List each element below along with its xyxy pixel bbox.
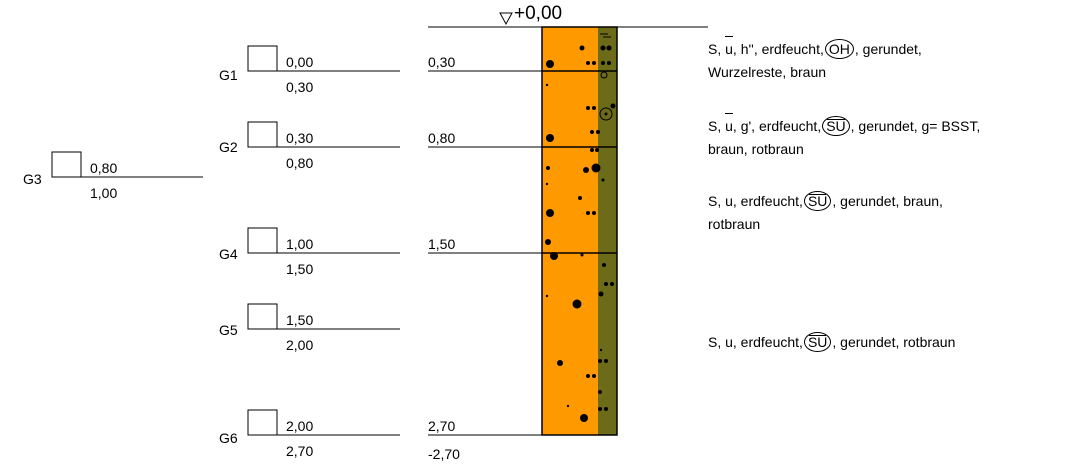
- sample-id: G3: [23, 171, 42, 187]
- layer-description-line: Wurzelreste, braun: [708, 61, 922, 84]
- sample-g6: G6 2,00 2,70: [219, 410, 400, 459]
- layer-description-line: S, u, erdfeucht, SU, gerundet, braun,: [708, 190, 943, 213]
- sample-g5: G5 1,50 2,00: [219, 304, 400, 353]
- sample-bottom-depth: 2,00: [286, 337, 313, 353]
- sample-box-icon: [248, 228, 277, 253]
- triangle-down-icon: [500, 13, 512, 24]
- sample-bottom-depth: 1,50: [286, 261, 313, 277]
- layer-description-line: rotbraun: [708, 213, 943, 236]
- sample-g4: G4 1,00 1,50: [219, 228, 400, 277]
- column-main-fill: [542, 27, 598, 435]
- sample-g1: G1 0,00 0,30: [219, 46, 400, 95]
- sample-box-icon: [52, 152, 81, 177]
- sample-top-depth: 1,50: [286, 312, 313, 328]
- layer-description-line: S, u, h'', erdfeucht, OH, gerundet,: [708, 38, 922, 61]
- sample-box-icon: [248, 122, 277, 147]
- column-stripe: [598, 27, 617, 435]
- sample-g3: G3 0,80 1,00: [23, 152, 203, 201]
- sample-g2: G2 0,30 0,80: [219, 122, 400, 171]
- layer-description-1: S, u, h'', erdfeucht, OH, gerundet, Wurze…: [708, 38, 922, 84]
- layer-description-line: S, u, erdfeucht, SU, gerundet, rotbraun: [708, 331, 955, 354]
- overlined-letter: u: [725, 115, 733, 138]
- layer-description-3: S, u, erdfeucht, SU, gerundet, braun, rot…: [708, 190, 943, 236]
- soil-code-badge: SU: [804, 332, 831, 352]
- sample-box-icon: [248, 304, 277, 329]
- sample-top-depth: 2,00: [286, 418, 313, 434]
- final-depth-label: -2,70: [428, 446, 460, 462]
- layer-depth-label: 0,80: [428, 130, 455, 146]
- elevation-label: +0,00: [514, 3, 562, 24]
- soil-code-badge: OH: [825, 39, 854, 59]
- soil-code-badge: SU: [804, 191, 831, 211]
- sample-id: G1: [219, 67, 238, 83]
- layer-depth-label: 1,50: [428, 236, 455, 252]
- layer-depth-label: 0,30: [428, 54, 455, 70]
- sample-id: G6: [219, 430, 238, 446]
- sample-top-depth: 0,00: [286, 54, 313, 70]
- layer-depth-label: 2,70: [428, 418, 455, 434]
- sample-top-depth: 0,30: [286, 130, 313, 146]
- layer-description-line: S, u, g', erdfeucht, SU, gerundet, g= BSS…: [708, 115, 980, 138]
- sample-top-depth: 1,00: [286, 236, 313, 252]
- sample-bottom-depth: 1,00: [90, 185, 117, 201]
- sample-bottom-depth: 0,30: [286, 79, 313, 95]
- layer-description-line: braun, rotbraun: [708, 138, 980, 161]
- sample-id: G2: [219, 139, 238, 155]
- root-symbol-center-icon: [605, 113, 608, 116]
- soil-code-badge: SU: [822, 116, 849, 136]
- sample-bottom-depth: 0,80: [286, 155, 313, 171]
- sample-box-icon: [248, 46, 277, 71]
- sample-box-icon: [248, 410, 277, 435]
- sample-id: G4: [219, 246, 238, 262]
- overlined-letter: u: [725, 38, 733, 61]
- sample-top-depth: 0,80: [90, 160, 117, 176]
- layer-description-2: S, u, g', erdfeucht, SU, gerundet, g= BSS…: [708, 115, 980, 161]
- sample-id: G5: [219, 322, 238, 338]
- layer-description-4: S, u, erdfeucht, SU, gerundet, rotbraun: [708, 331, 955, 354]
- sample-bottom-depth: 2,70: [286, 443, 313, 459]
